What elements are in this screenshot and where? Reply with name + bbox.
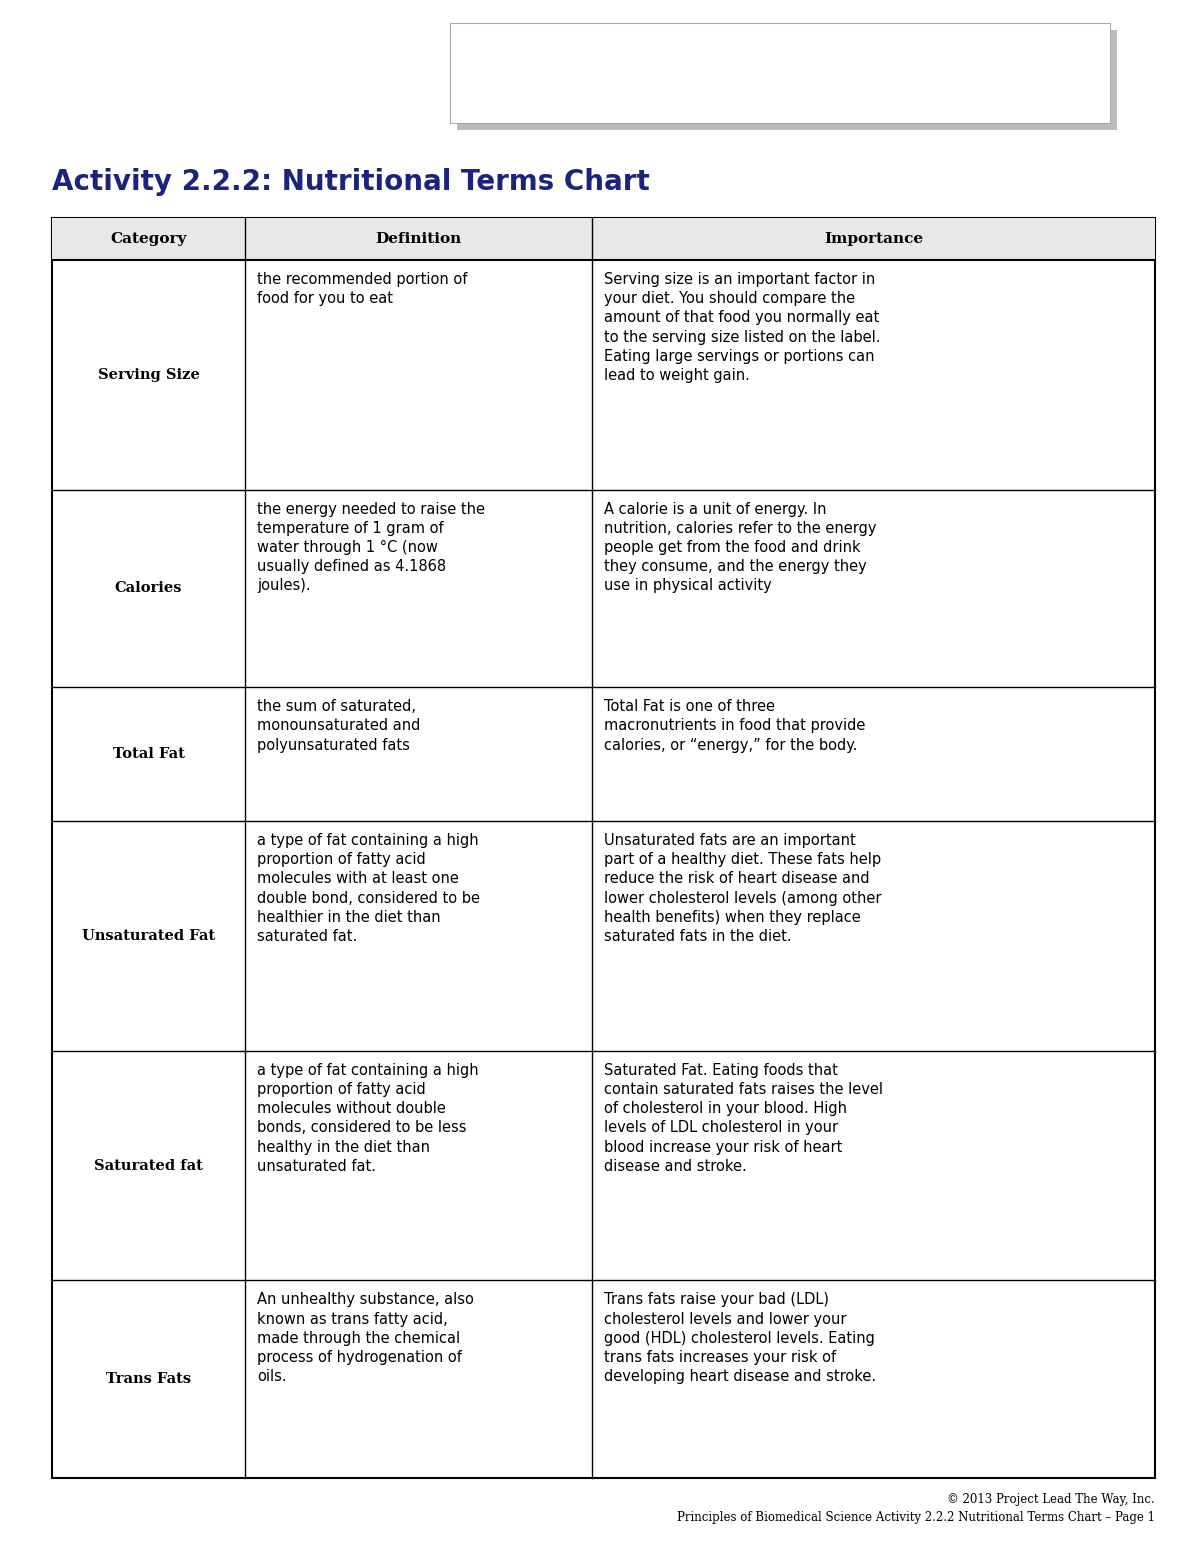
Text: Trans Fats: Trans Fats xyxy=(106,1373,191,1387)
Text: a type of fat containing a high
proportion of fatty acid
molecules with at least: a type of fat containing a high proporti… xyxy=(257,832,480,944)
Text: Category: Category xyxy=(110,231,187,245)
Text: Unsaturated Fat: Unsaturated Fat xyxy=(82,929,215,943)
Text: Definition: Definition xyxy=(376,231,462,245)
Bar xyxy=(52,217,1154,1478)
Text: Importance: Importance xyxy=(824,231,923,245)
Text: a type of fat containing a high
proportion of fatty acid
molecules without doubl: a type of fat containing a high proporti… xyxy=(257,1062,479,1174)
Text: Principles of Biomedical Science Activity 2.2.2 Nutritional Terms Chart – Page 1: Principles of Biomedical Science Activit… xyxy=(677,1511,1154,1523)
Text: A calorie is a unit of energy. In
nutrition, calories refer to the energy
people: A calorie is a unit of energy. In nutrit… xyxy=(605,502,877,593)
Text: Trans fats raise your bad (LDL)
cholesterol levels and lower your
good (HDL) cho: Trans fats raise your bad (LDL) choleste… xyxy=(605,1292,876,1384)
Text: Saturated fat: Saturated fat xyxy=(94,1159,203,1173)
Text: the sum of saturated,
monounsaturated and
polyunsaturated fats: the sum of saturated, monounsaturated an… xyxy=(257,699,420,753)
Bar xyxy=(450,23,1110,123)
Bar xyxy=(52,217,1154,259)
Text: Activity 2.2.2: Nutritional Terms Chart: Activity 2.2.2: Nutritional Terms Chart xyxy=(52,168,649,196)
Text: the energy needed to raise the
temperature of 1 gram of
water through 1 °C (now
: the energy needed to raise the temperatu… xyxy=(257,502,485,593)
Text: Serving Size: Serving Size xyxy=(97,368,199,382)
Text: Total Fat: Total Fat xyxy=(113,747,185,761)
Text: Unsaturated fats are an important
part of a healthy diet. These fats help
reduce: Unsaturated fats are an important part o… xyxy=(605,832,882,944)
Text: the recommended portion of
food for you to eat: the recommended portion of food for you … xyxy=(257,272,468,306)
Text: Calories: Calories xyxy=(115,581,182,595)
Bar xyxy=(457,30,1117,130)
Text: An unhealthy substance, also
known as trans fatty acid,
made through the chemica: An unhealthy substance, also known as tr… xyxy=(257,1292,474,1384)
Text: © 2013 Project Lead The Way, Inc.: © 2013 Project Lead The Way, Inc. xyxy=(947,1492,1154,1506)
Text: Saturated Fat. Eating foods that
contain saturated fats raises the level
of chol: Saturated Fat. Eating foods that contain… xyxy=(605,1062,883,1174)
Text: Serving size is an important factor in
your diet. You should compare the
amount : Serving size is an important factor in y… xyxy=(605,272,881,384)
Text: Total Fat is one of three
macronutrients in food that provide
calories, or “ener: Total Fat is one of three macronutrients… xyxy=(605,699,866,753)
